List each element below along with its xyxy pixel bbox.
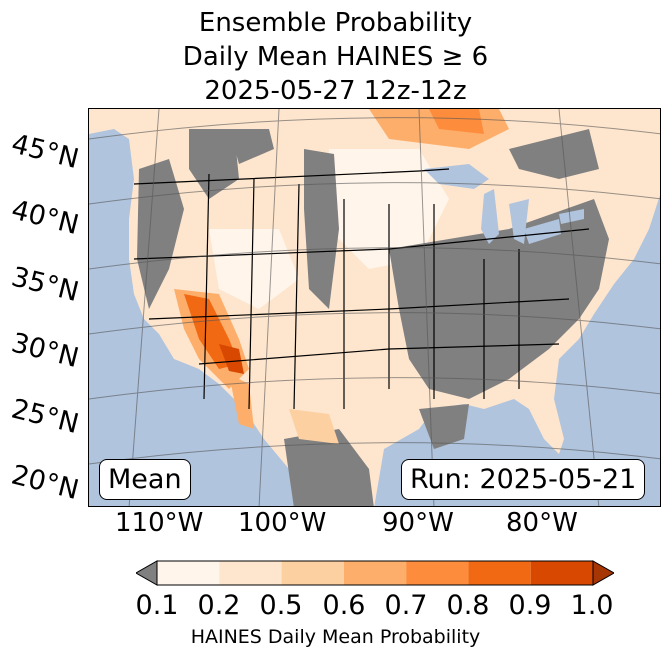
colorbar-segment	[219, 561, 282, 585]
lat-label-25: 25°N	[8, 393, 82, 441]
colorbar-tick: 0.1	[135, 590, 179, 621]
lat-label-35: 35°N	[8, 261, 82, 309]
lat-label-40: 40°N	[8, 194, 82, 242]
title-line-2: Daily Mean HAINES ≥ 6	[182, 42, 489, 72]
colorbar-label: HAINES Daily Mean Probability	[190, 626, 481, 648]
boundary-lines	[133, 168, 590, 410]
orange-area	[229, 374, 254, 429]
run-label-box: Run: 2025-05-21	[401, 459, 646, 500]
orange-area	[289, 409, 339, 444]
lon-label-110: 110°W	[115, 508, 204, 538]
lon-label-90: 90°W	[382, 508, 454, 538]
probability-map: Mean Run: 2025-05-21	[88, 108, 661, 507]
gray-area	[509, 129, 599, 179]
lon-label-80: 80°W	[506, 508, 578, 538]
gray-area	[229, 129, 274, 164]
mean-label-box: Mean	[99, 459, 191, 500]
colorbar-segment	[343, 561, 407, 585]
colorbar-tick: 0.2	[197, 590, 241, 621]
colorbar-tick: 1.0	[570, 590, 614, 621]
gray-area	[389, 199, 609, 399]
orange-area	[219, 344, 244, 374]
gray-area	[304, 149, 339, 309]
colorbar	[136, 560, 614, 586]
title-line-3: 2025-05-27 12z-12z	[204, 76, 467, 106]
colorbar-segment	[157, 561, 220, 585]
colorbar-tick: 0.9	[508, 590, 552, 621]
colorbar-over-arrow	[592, 560, 614, 586]
title-line-1: Ensemble Probability	[198, 8, 473, 38]
light-prob-area	[209, 229, 299, 309]
colorbar-segment	[281, 561, 344, 585]
lat-label-30: 30°N	[8, 327, 82, 375]
orange-area	[429, 109, 484, 134]
colorbar-segment	[468, 561, 531, 585]
graticule	[89, 109, 660, 506]
lat-label-20: 20°N	[8, 459, 82, 507]
gray-area	[284, 429, 374, 506]
colorbar-under-arrow	[136, 560, 158, 586]
colorbar-segment	[530, 561, 593, 585]
colorbar-tick: 0.7	[384, 590, 428, 621]
gray-area	[419, 404, 469, 449]
colorbar-tick: 0.6	[322, 590, 366, 621]
colorbar-segment	[406, 561, 469, 585]
colorbar-tick: 0.5	[259, 590, 303, 621]
map-graphic	[89, 109, 660, 506]
lon-label-100: 100°W	[238, 508, 327, 538]
colorbar-tick: 0.8	[446, 590, 490, 621]
colorbar-segments	[157, 561, 593, 585]
lat-label-45: 45°N	[8, 128, 82, 176]
